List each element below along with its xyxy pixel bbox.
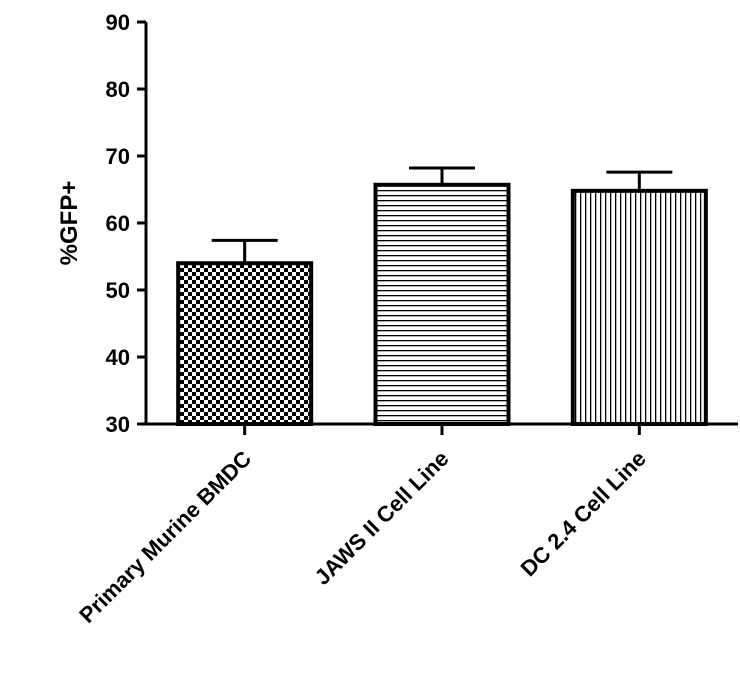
bar — [176, 261, 314, 427]
y-tick-label: 90 — [106, 10, 130, 35]
x-axis: Primary Murine BMDC JAWS II Cell Line DC 2… — [74, 422, 738, 628]
bar — [570, 188, 708, 426]
y-tick-label: 40 — [106, 345, 130, 370]
bars — [176, 166, 708, 427]
x-category-label: Primary Murine BMDC — [74, 446, 256, 628]
x-category-label: JAWS II Cell Line — [310, 446, 454, 590]
y-axis: 30 40 50 60 70 80 90 — [106, 10, 148, 437]
y-tick-label: 50 — [106, 278, 130, 303]
bar — [373, 182, 511, 426]
y-tick-label: 80 — [106, 77, 130, 102]
y-tick-label: 60 — [106, 211, 130, 236]
x-category-label: DC 2.4 Cell Line — [516, 446, 651, 581]
y-axis-title: %GFP+ — [56, 181, 83, 266]
y-tick-label: 70 — [106, 144, 130, 169]
y-tick-label: 30 — [106, 412, 130, 437]
